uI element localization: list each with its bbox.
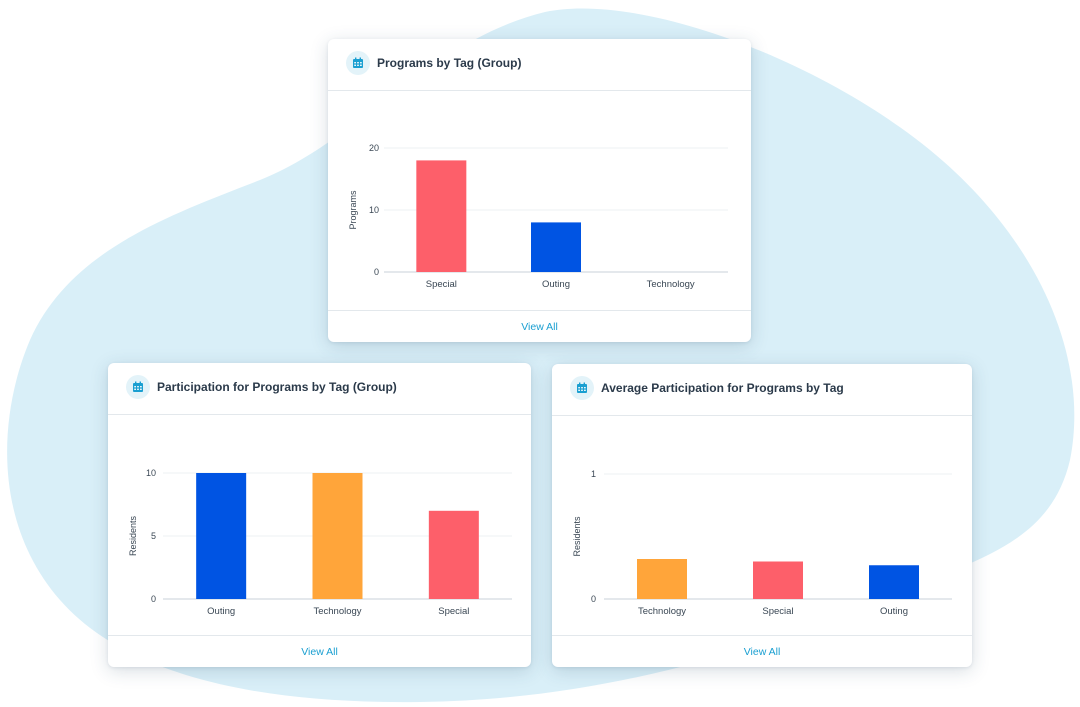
x-tick-label: Special [762, 606, 793, 617]
bar-special[interactable] [416, 160, 467, 272]
card-title: Participation for Programs by Tag (Group… [157, 380, 397, 394]
y-tick-label: 10 [146, 468, 156, 478]
y-tick-label: 1 [591, 469, 596, 479]
average-participation-card: Average Participation for Programs by Ta… [552, 364, 972, 667]
bar-technology[interactable] [637, 559, 687, 599]
x-tick-label: Special [426, 279, 457, 290]
x-tick-label: Technology [313, 606, 361, 617]
y-tick-label: 10 [369, 205, 379, 215]
x-tick-label: Outing [207, 606, 235, 617]
view-all-link[interactable]: View All [743, 645, 781, 658]
y-tick-label: 0 [374, 267, 379, 277]
bar-technology[interactable] [312, 473, 363, 599]
card-header: Participation for Programs by Tag (Group… [108, 363, 531, 415]
y-axis-label: Residents [128, 515, 138, 556]
bar-special[interactable] [428, 510, 479, 599]
participation-bar-chart: 0 5 10 Residents Outing Technology Special [128, 468, 512, 617]
view-all-link[interactable]: View All [521, 320, 558, 333]
x-tick-label: Special [438, 606, 469, 617]
card-footer: View All [328, 310, 751, 342]
participation-by-tag-card: Participation for Programs by Tag (Group… [108, 363, 531, 667]
y-tick-label: 20 [369, 143, 379, 153]
programs-by-tag-card: Programs by Tag (Group) 0 10 20 Programs Spe… [328, 39, 751, 342]
card-title: Programs by Tag (Group) [377, 56, 522, 70]
average-participation-bar-chart: 0 1 Residents Technology Special Outing [572, 469, 952, 617]
bar-outing[interactable] [531, 222, 581, 272]
card-header: Programs by Tag (Group) [328, 39, 751, 91]
bar-special[interactable] [753, 561, 803, 600]
card-header: Average Participation for Programs by Ta… [552, 364, 972, 416]
calendar-icon [126, 375, 150, 399]
y-tick-label: 0 [591, 594, 596, 604]
card-footer: View All [552, 635, 972, 667]
x-tick-label: Technology [647, 279, 695, 290]
view-all-link[interactable]: View All [301, 645, 338, 658]
calendar-icon [346, 51, 370, 75]
x-tick-label: Outing [880, 606, 908, 617]
bar-outing[interactable] [196, 473, 247, 599]
y-tick-label: 0 [151, 594, 156, 604]
bar-outing[interactable] [869, 565, 919, 599]
x-tick-label: Technology [638, 606, 686, 617]
programs-bar-chart: 0 10 20 Programs Special Outing Technology [348, 143, 728, 290]
y-axis-label: Programs [348, 190, 358, 230]
card-title: Average Participation for Programs by Ta… [601, 381, 844, 395]
x-tick-label: Outing [542, 279, 570, 290]
card-footer: View All [108, 635, 531, 667]
y-axis-label: Residents [572, 516, 582, 557]
calendar-icon [570, 376, 594, 400]
y-tick-label: 5 [151, 531, 156, 541]
